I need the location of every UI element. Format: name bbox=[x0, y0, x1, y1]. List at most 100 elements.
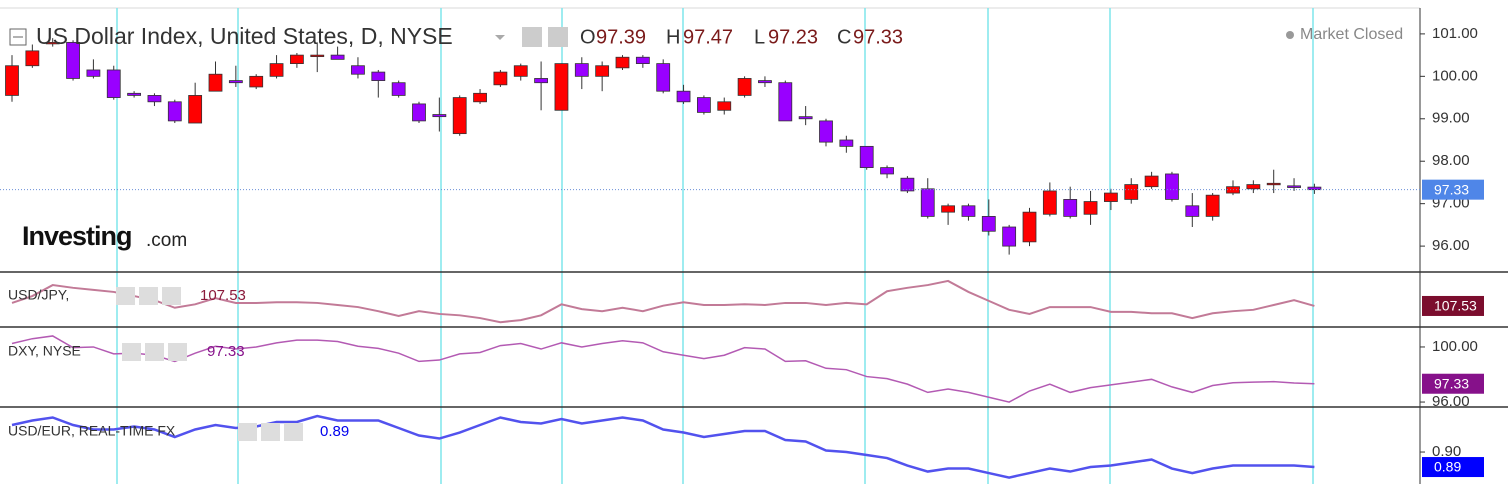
candle-body bbox=[798, 116, 813, 120]
ohlc-value: 97.23 bbox=[768, 26, 818, 48]
price-label: 0.89 bbox=[1434, 459, 1461, 475]
series-icon bbox=[162, 287, 181, 305]
y-tick-label: 99.00 bbox=[1432, 110, 1470, 127]
candle-body bbox=[1266, 182, 1281, 186]
ohlc-value: 97.39 bbox=[596, 26, 646, 48]
price-label-box bbox=[1422, 457, 1484, 478]
chart-title: US Dollar Index, United States, D, NYSE bbox=[36, 23, 453, 49]
candle-body bbox=[1063, 199, 1078, 217]
candle-body bbox=[941, 205, 955, 213]
candle-body bbox=[330, 54, 345, 60]
series-value: 97.33 bbox=[207, 343, 245, 360]
candle-body bbox=[635, 56, 650, 65]
candle-body bbox=[758, 80, 772, 84]
collapse-icon[interactable] bbox=[9, 28, 27, 46]
y-tick-label: 100.00 bbox=[1432, 67, 1478, 84]
settings-icon[interactable] bbox=[548, 27, 568, 47]
candle-body bbox=[717, 101, 732, 111]
candle-body bbox=[106, 69, 121, 98]
series-icon bbox=[261, 423, 280, 441]
series-icon bbox=[122, 343, 141, 361]
candle-body bbox=[1002, 226, 1017, 247]
price-label-box bbox=[1422, 373, 1484, 394]
series-icon bbox=[168, 343, 187, 361]
candle-body bbox=[127, 92, 141, 96]
series-name: DXY, NYSE bbox=[8, 343, 81, 359]
ohlc-value: 97.33 bbox=[853, 26, 903, 48]
candle-body bbox=[859, 145, 874, 168]
candle-body bbox=[147, 95, 162, 103]
candle-body bbox=[1083, 201, 1098, 215]
candle-body bbox=[737, 78, 752, 96]
candle-body bbox=[351, 65, 365, 75]
price-label-box bbox=[1422, 295, 1484, 316]
series-line bbox=[11, 279, 1315, 324]
ohlc-letter: H bbox=[666, 26, 680, 48]
market-status: Market Closed bbox=[1300, 26, 1403, 43]
candle-body bbox=[697, 97, 711, 113]
candle-body bbox=[819, 120, 833, 143]
candle-body bbox=[269, 63, 284, 77]
candle-body bbox=[412, 103, 426, 122]
series-icon bbox=[238, 423, 257, 441]
candle-body bbox=[5, 65, 19, 96]
candle-body bbox=[1104, 192, 1118, 202]
candle-body bbox=[615, 56, 630, 69]
series-icon bbox=[284, 423, 303, 441]
y-tick-label: 96.00 bbox=[1432, 237, 1470, 254]
visibility-icon[interactable] bbox=[522, 27, 542, 47]
series-line bbox=[11, 335, 1315, 403]
series-line bbox=[11, 414, 1315, 479]
candle-body bbox=[1144, 175, 1159, 188]
candle-body bbox=[656, 63, 671, 92]
candle-body bbox=[676, 90, 691, 103]
series-value: 0.89 bbox=[320, 423, 349, 440]
candle-body bbox=[1042, 190, 1057, 215]
ohlc-value: 97.47 bbox=[683, 26, 733, 48]
candle-body bbox=[86, 69, 101, 77]
ohlc-letter: C bbox=[837, 26, 851, 48]
candle-body bbox=[1246, 184, 1261, 190]
candle-body bbox=[1205, 194, 1220, 217]
candle-body bbox=[534, 78, 548, 84]
candle-body bbox=[574, 63, 589, 77]
ohlc-letter: L bbox=[754, 26, 765, 48]
candle-body bbox=[1185, 205, 1200, 217]
candle-body bbox=[839, 139, 854, 147]
price-label-box bbox=[1422, 179, 1484, 200]
candle-body bbox=[391, 82, 406, 96]
candle-body bbox=[249, 75, 264, 88]
logo-suffix: .com bbox=[146, 230, 187, 251]
candle-body bbox=[554, 63, 569, 111]
candle-body bbox=[66, 41, 80, 79]
candle-body bbox=[228, 80, 243, 84]
series-name: USD/EUR, REAL-TIME FX bbox=[8, 423, 176, 439]
candle-body bbox=[1287, 185, 1301, 188]
plot bbox=[0, 38, 1420, 479]
candle-body bbox=[595, 65, 610, 77]
candle-body bbox=[452, 97, 467, 135]
ohlc-letter: O bbox=[580, 26, 596, 48]
candle-body bbox=[371, 71, 386, 81]
candle-body bbox=[432, 114, 447, 118]
series-value: 107.53 bbox=[200, 287, 246, 304]
price-label: 97.33 bbox=[1434, 181, 1469, 197]
series-icon bbox=[139, 287, 158, 305]
y-tick-label: 100.00 bbox=[1432, 338, 1478, 355]
candle-body bbox=[493, 71, 508, 86]
dropdown-arrow[interactable] bbox=[495, 35, 505, 40]
y-tick-label: 96.00 bbox=[1432, 393, 1470, 410]
logo: Investing bbox=[22, 221, 132, 251]
candle-body bbox=[920, 188, 935, 217]
candle-body bbox=[208, 73, 223, 92]
header: US Dollar Index, United States, D, NYSE … bbox=[9, 23, 1403, 251]
series-name: USD/JPY, bbox=[8, 287, 69, 303]
candle-body bbox=[188, 95, 203, 124]
y-tick-label: 101.00 bbox=[1432, 25, 1478, 42]
candle-body bbox=[900, 177, 915, 192]
candle-body bbox=[778, 82, 793, 122]
price-label: 107.53 bbox=[1434, 298, 1477, 314]
price-label: 97.33 bbox=[1434, 375, 1469, 391]
